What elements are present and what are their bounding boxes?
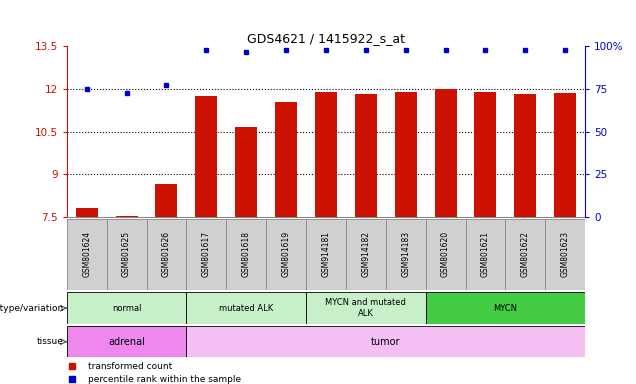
Bar <box>395 92 417 217</box>
Bar <box>116 215 137 217</box>
Text: GSM801617: GSM801617 <box>202 231 211 278</box>
Bar <box>275 102 297 217</box>
Bar <box>386 219 425 290</box>
Bar <box>554 93 576 217</box>
Bar <box>67 219 107 290</box>
Text: mutated ALK: mutated ALK <box>219 304 273 313</box>
Bar <box>186 326 585 357</box>
Text: tumor: tumor <box>371 337 401 347</box>
Text: transformed count: transformed count <box>88 361 172 371</box>
Bar <box>474 92 497 217</box>
Bar <box>67 292 186 324</box>
Bar <box>466 219 506 290</box>
Bar <box>186 219 226 290</box>
Bar <box>306 292 425 324</box>
Bar <box>235 127 257 217</box>
Bar <box>186 292 306 324</box>
Bar <box>515 94 536 217</box>
Title: GDS4621 / 1415922_s_at: GDS4621 / 1415922_s_at <box>247 32 405 45</box>
Text: GSM801625: GSM801625 <box>122 231 131 278</box>
Text: GSM914183: GSM914183 <box>401 231 410 278</box>
Bar <box>315 92 337 217</box>
Text: GSM914182: GSM914182 <box>361 232 370 277</box>
Text: MYCN: MYCN <box>494 304 517 313</box>
Bar <box>195 96 218 217</box>
Bar <box>226 219 266 290</box>
Bar <box>146 219 186 290</box>
Text: adrenal: adrenal <box>108 337 145 347</box>
Text: GSM801618: GSM801618 <box>242 232 251 277</box>
Text: GSM801621: GSM801621 <box>481 232 490 277</box>
Text: GSM801620: GSM801620 <box>441 231 450 278</box>
Bar <box>155 184 177 217</box>
Text: MYCN and mutated
ALK: MYCN and mutated ALK <box>326 298 406 318</box>
Bar <box>355 94 377 217</box>
Bar <box>266 219 306 290</box>
Text: normal: normal <box>112 304 141 313</box>
Text: genotype/variation: genotype/variation <box>0 304 64 313</box>
Text: GSM801624: GSM801624 <box>82 231 91 278</box>
Text: GSM801626: GSM801626 <box>162 231 171 278</box>
Bar <box>306 219 346 290</box>
Bar <box>107 219 146 290</box>
Text: tissue: tissue <box>37 337 64 346</box>
Bar <box>425 292 585 324</box>
Bar <box>76 209 98 217</box>
Text: GSM914181: GSM914181 <box>321 232 331 277</box>
Text: GSM801622: GSM801622 <box>521 232 530 277</box>
Text: percentile rank within the sample: percentile rank within the sample <box>88 374 240 384</box>
Bar <box>425 219 466 290</box>
Bar <box>67 326 186 357</box>
Bar <box>545 219 585 290</box>
Text: GSM801623: GSM801623 <box>561 231 570 278</box>
Bar <box>346 219 386 290</box>
Bar <box>434 89 457 217</box>
Bar <box>506 219 545 290</box>
Text: GSM801619: GSM801619 <box>282 231 291 278</box>
